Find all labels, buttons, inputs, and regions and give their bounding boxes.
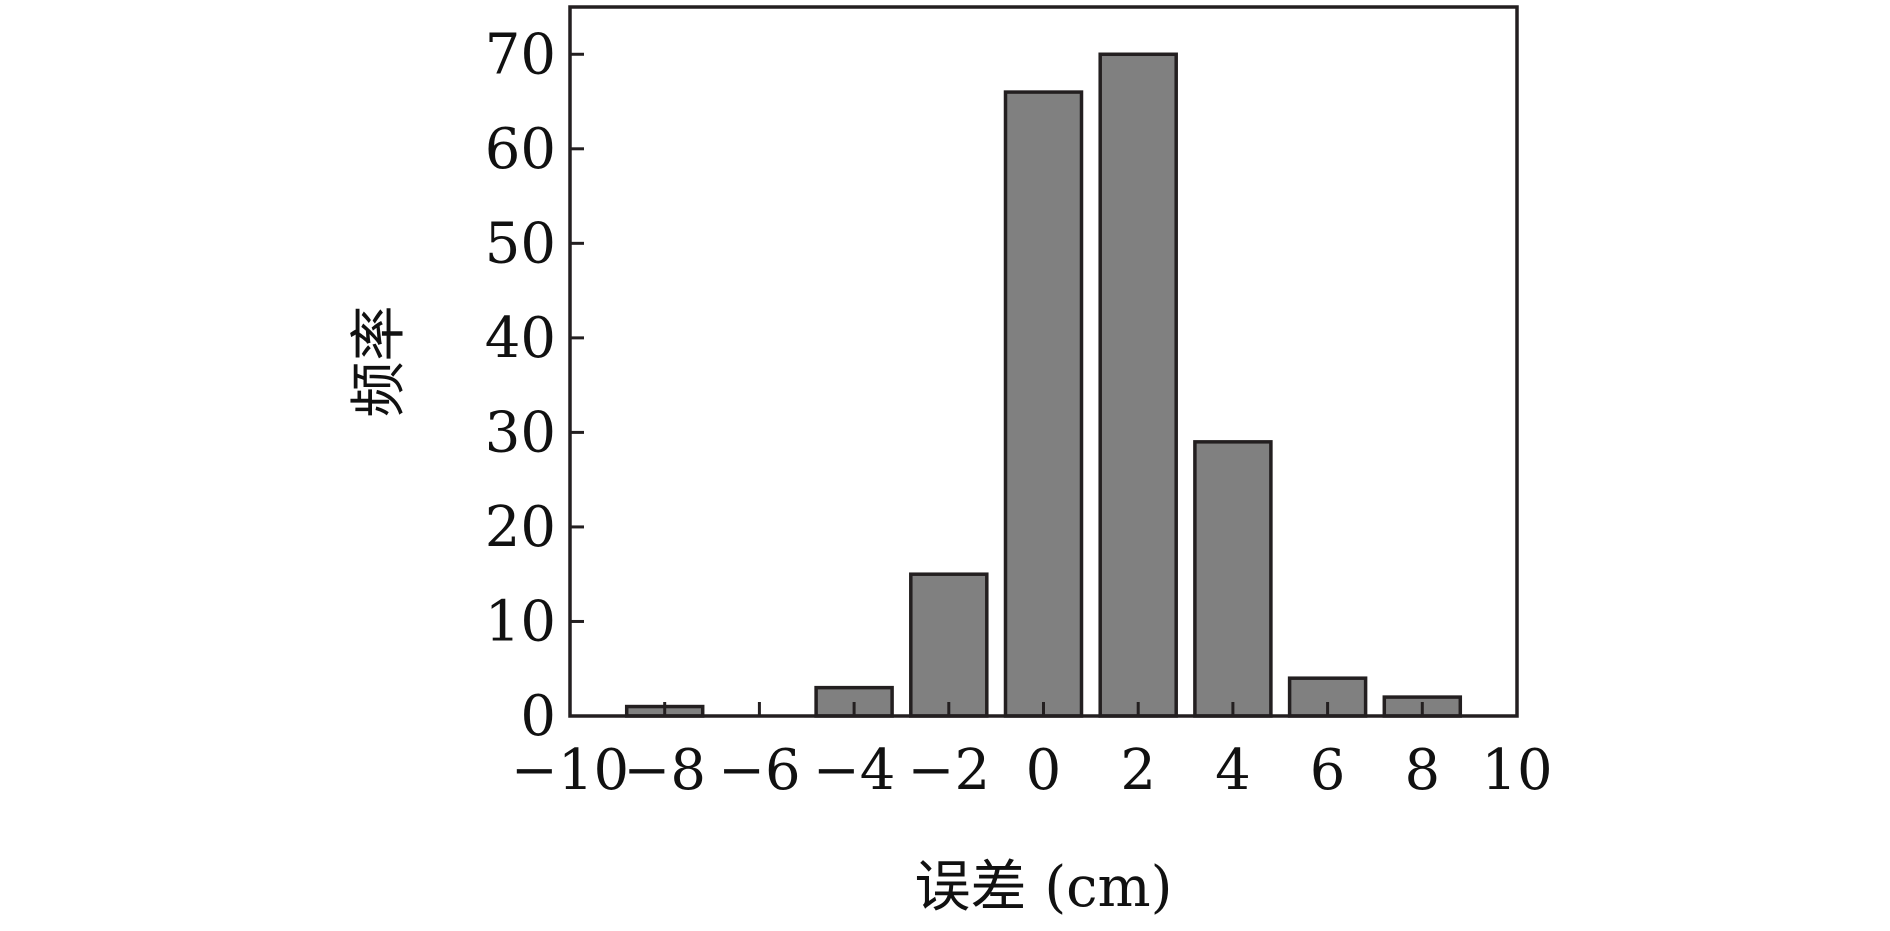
x-tick-label: 4 [1215,738,1251,803]
x-tick-labels-group: −10−8 −6 −4 −2 0 2 4 6 8 10 [511,738,1553,803]
x-tick-label: −2 [908,738,991,803]
y-tick-labels-group: 0 10 20 30 40 50 60 70 [485,22,556,749]
y-tick-label: 10 [485,589,556,654]
x-tick-label: 6 [1310,738,1346,803]
y-axis-label: 频率 [347,306,412,418]
bar [1003,90,1084,718]
x-tick-label: 0 [1026,738,1062,803]
x-axis-label: 误差 (cm) [915,855,1173,920]
bar [814,685,894,718]
x-tick-label: −10 [511,738,629,803]
bar [909,572,989,718]
x-tick-label: 2 [1120,738,1156,803]
x-tick-label: −8 [623,738,706,803]
y-ticks-group [570,52,584,718]
y-tick-label: 40 [485,306,556,371]
y-tick-label: 60 [485,117,556,182]
x-tick-label: 10 [1481,738,1552,803]
y-tick-label: 30 [485,400,556,465]
x-tick-label: 8 [1404,738,1440,803]
y-tick-label: 70 [485,22,556,87]
x-tick-label: −4 [813,738,896,803]
bar [1193,440,1273,718]
y-tick-label: 0 [520,684,556,749]
x-tick-label: −6 [718,738,801,803]
bar [1098,52,1178,718]
bars-group [624,52,1463,718]
x-ticks-group [568,702,1519,716]
y-tick-label: 20 [485,495,556,560]
y-tick-label: 50 [485,211,556,276]
